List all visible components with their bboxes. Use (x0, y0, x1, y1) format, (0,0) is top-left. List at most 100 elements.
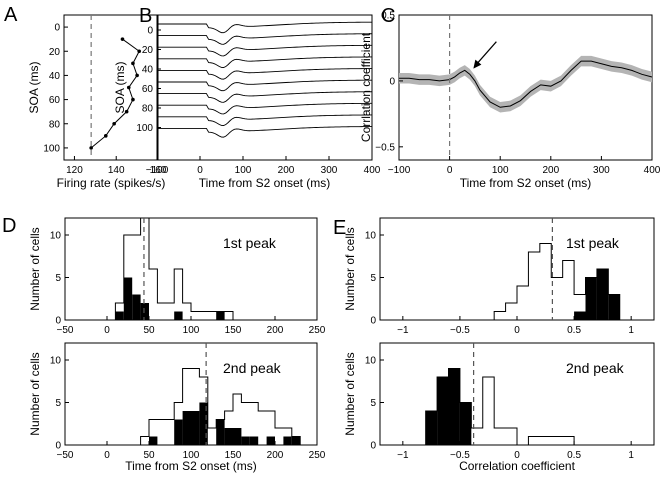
data-point (126, 85, 131, 90)
x-axis-label: Time from S2 onset (ms) (125, 459, 257, 473)
x-tick-label: 100 (183, 325, 200, 336)
x-tick-label: −0.5 (450, 325, 470, 336)
panel-label-b: B (139, 5, 152, 27)
response-trace (157, 126, 373, 138)
x-tick-label: 50 (143, 450, 155, 461)
x-axis-label: Time from S2 onset (ms) (460, 176, 592, 190)
panel-a-axes (63, 14, 159, 161)
confidence-band (399, 55, 652, 113)
histogram-bar-filled (182, 411, 191, 445)
y-tick-label: 0 (55, 441, 61, 452)
y-tick-label: 60 (142, 84, 154, 95)
y-axis-label: SOA (ms) (113, 61, 127, 113)
y-tick-label: 40 (142, 65, 154, 76)
y-tick-label: 5 (370, 273, 376, 284)
response-trace (157, 21, 373, 34)
response-trace (157, 44, 373, 57)
histogram-bar-filled (608, 294, 620, 320)
y-tick-label: −0.5 (375, 142, 395, 153)
panel-b-axes (156, 14, 373, 161)
histogram-bar-filled (448, 368, 460, 445)
x-tick-label: −0.5 (450, 450, 470, 461)
histogram-bar-filled (425, 411, 438, 445)
y-axis-label: Number of cells (28, 227, 42, 310)
y-tick-label: 5 (55, 398, 61, 409)
data-point (89, 146, 93, 150)
histogram-bar-filled (233, 428, 242, 445)
histogram-bar-filled (283, 436, 292, 445)
histogram-bar-filled (596, 269, 609, 320)
histogram-bar-filled (132, 294, 141, 320)
x-tick-label: −100 (388, 165, 411, 176)
y-tick-label: 10 (365, 356, 377, 367)
y-tick-label: 0 (54, 23, 60, 34)
x-tick-label: −1 (397, 325, 409, 336)
histogram-bar-filled (191, 411, 200, 445)
x-tick-label: 1 (628, 325, 634, 336)
histogram-bar-filled (585, 277, 597, 320)
y-axis-label: Number of cells (343, 227, 357, 310)
histogram-bar-filled (574, 311, 586, 320)
histogram-outline (425, 368, 575, 446)
x-tick-label: 400 (644, 165, 660, 176)
y-tick-label: 100 (43, 143, 60, 154)
histogram-outline (140, 368, 301, 445)
x-tick-label: 100 (235, 165, 252, 176)
y-tick-label: 20 (142, 45, 154, 56)
x-tick-label: 0 (197, 165, 203, 176)
panel-label-a: A (4, 4, 18, 26)
x-tick-label: 0.5 (567, 325, 581, 336)
y-tick-label: 40 (49, 71, 61, 82)
response-trace (157, 91, 373, 103)
histogram-outline (114, 217, 234, 320)
data-point (112, 121, 116, 126)
x-tick-label: 0 (514, 450, 520, 461)
data-point (131, 97, 135, 102)
firing-rate-line (90, 38, 140, 149)
peak-title: 2nd peak (223, 360, 282, 376)
y-tick-label: 5 (55, 273, 61, 284)
data-point (131, 61, 135, 66)
x-tick-label: 160 (150, 165, 167, 176)
histogram-bar-filled (266, 436, 275, 445)
y-tick-label: 80 (142, 104, 154, 115)
response-trace (157, 68, 373, 80)
x-tick-label: 200 (267, 450, 284, 461)
histogram-bar-filled (224, 428, 233, 445)
x-tick-label: −1 (397, 450, 409, 461)
y-tick-label: 20 (49, 47, 61, 58)
panel-c-axes (398, 14, 653, 161)
x-tick-label: 100 (183, 450, 200, 461)
y-tick-label: 5 (370, 398, 376, 409)
histogram-bar-filled (216, 419, 225, 445)
panel-label-e: E (333, 217, 346, 239)
x-tick-label: 150 (225, 450, 242, 461)
x-tick-label: 100 (492, 165, 509, 176)
x-tick-label: −50 (57, 450, 74, 461)
y-tick-label: 60 (49, 95, 61, 106)
x-tick-label: 250 (309, 450, 326, 461)
x-tick-label: 120 (66, 165, 83, 176)
x-tick-label: 200 (267, 325, 284, 336)
histogram-bar-filled (199, 402, 208, 445)
y-tick-label: 0 (370, 316, 376, 327)
histogram-bar-filled (149, 436, 158, 445)
x-axis-label: Firing rate (spikes/s) (57, 176, 166, 190)
y-tick-label: 0 (370, 441, 376, 452)
x-tick-label: 0 (104, 325, 110, 336)
x-tick-label: 0.5 (567, 450, 581, 461)
x-tick-label: 0 (514, 325, 520, 336)
correlation-line (399, 60, 653, 108)
histogram-bar-filled (216, 311, 225, 320)
y-tick-label: 0 (55, 316, 61, 327)
x-tick-label: 300 (593, 165, 610, 176)
x-tick-label: −50 (57, 325, 74, 336)
x-tick-label: 50 (143, 325, 155, 336)
x-tick-label: 400 (364, 165, 381, 176)
x-tick-label: 1 (628, 450, 634, 461)
arrow-head (473, 59, 482, 69)
response-trace (157, 114, 373, 126)
histogram-bar-filled (291, 436, 301, 445)
y-tick-label: 0.5 (381, 11, 395, 22)
peak-title: 1st peak (566, 235, 620, 251)
